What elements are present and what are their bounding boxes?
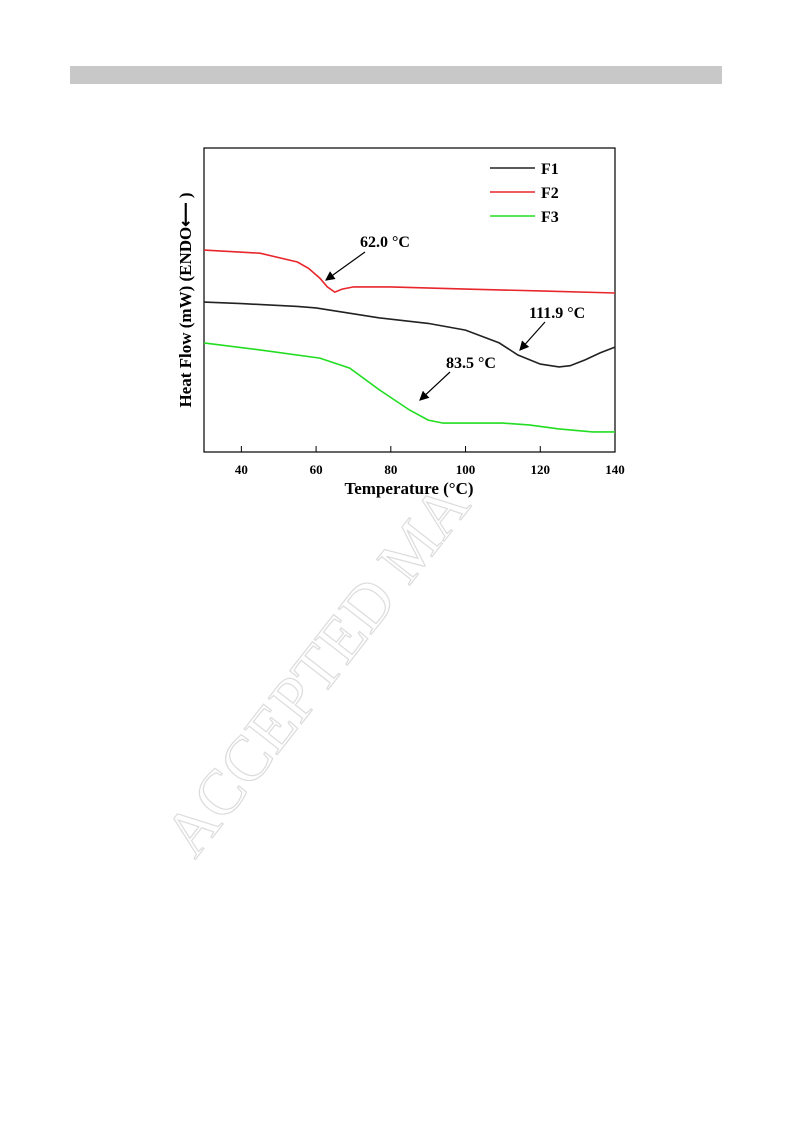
annotation: 83.5 °C [446,355,496,372]
header-bar [70,66,722,84]
legend-label: F3 [541,209,559,226]
series-line [203,342,615,433]
legend-label: F2 [541,185,559,202]
annotation-arrow [325,251,366,281]
annotation-arrow [519,321,546,351]
y-axis-label: Heat Flow (mW) (ENDO⟵ ) [176,192,195,407]
watermark: ACCEPTED MA [150,470,483,868]
x-tick-label: 140 [605,462,625,477]
x-tick-label: 40 [235,462,248,477]
legend-label: F1 [541,161,559,178]
plot-frame [203,147,616,453]
x-tick-label: 80 [384,462,397,477]
annotation: 62.0 °C [360,234,410,251]
series-line [203,301,616,368]
x-tick-label: 60 [310,462,323,477]
x-tick-label: 120 [531,462,551,477]
series-line [203,249,616,294]
x-axis-label: Temperature (°C) [344,479,473,498]
annotation-arrow [419,371,451,401]
x-tick-label: 100 [456,462,476,477]
annotation: 111.9 °C [529,305,585,322]
